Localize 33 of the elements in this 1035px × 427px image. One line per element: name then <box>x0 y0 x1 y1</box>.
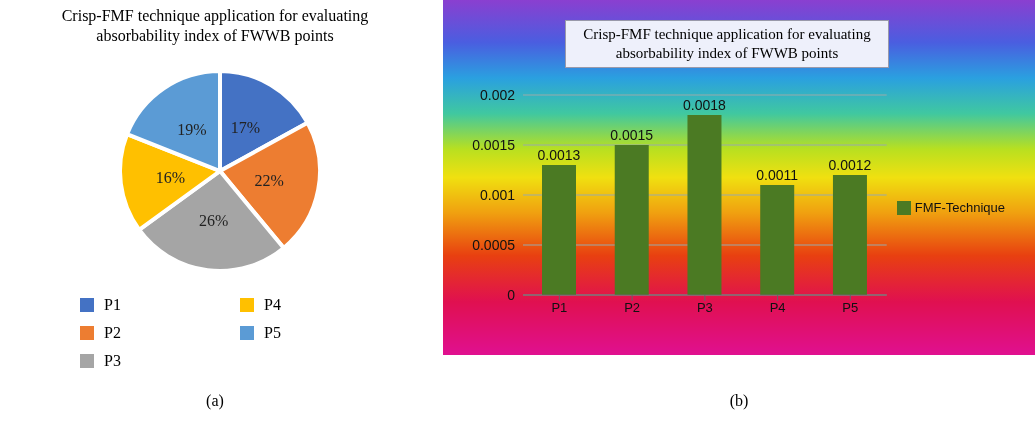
data-label: 22% <box>254 171 284 189</box>
legend-label: P3 <box>104 352 121 370</box>
y-tick-label: 0.0005 <box>472 236 516 253</box>
data-label: 0.0011 <box>756 167 799 183</box>
x-tick-label: P2 <box>624 300 641 316</box>
bar <box>614 145 649 295</box>
data-label: 0.0015 <box>610 127 654 143</box>
bar <box>760 185 795 295</box>
legend-label: FMF-Technique <box>914 199 1005 215</box>
bar <box>542 165 576 295</box>
bar <box>832 175 867 295</box>
text: (a) <box>205 392 225 410</box>
x-tick-label: P5 <box>842 300 859 316</box>
data-label: 0.0013 <box>537 147 581 163</box>
x-tick-label: P4 <box>769 300 786 316</box>
y-tick-label: 0 <box>507 286 516 303</box>
bar <box>687 115 722 295</box>
data-label: 17% <box>230 119 261 137</box>
text: (b) <box>728 392 750 410</box>
legend-label: P5 <box>264 324 281 342</box>
data-label: 26% <box>199 212 229 230</box>
y-tick-label: 0.001 <box>479 186 516 203</box>
legend-label: P2 <box>104 324 121 342</box>
y-tick-label: 0.0015 <box>472 136 516 153</box>
data-label: 0.0018 <box>683 97 727 113</box>
data-label: 0.0012 <box>828 157 872 173</box>
data-label: 19% <box>177 121 207 139</box>
y-tick-label: 0.002 <box>479 86 516 103</box>
chart-title: Crisp-FMF technique application for evaluating absorbability index of FWWB points <box>565 20 889 68</box>
x-tick-label: P1 <box>551 300 568 316</box>
chart-title: Crisp-FMF technique application for evaluating absorbability index of FWWB points <box>60 6 370 46</box>
data-label: 16% <box>155 168 186 186</box>
x-tick-label: P3 <box>696 300 713 316</box>
